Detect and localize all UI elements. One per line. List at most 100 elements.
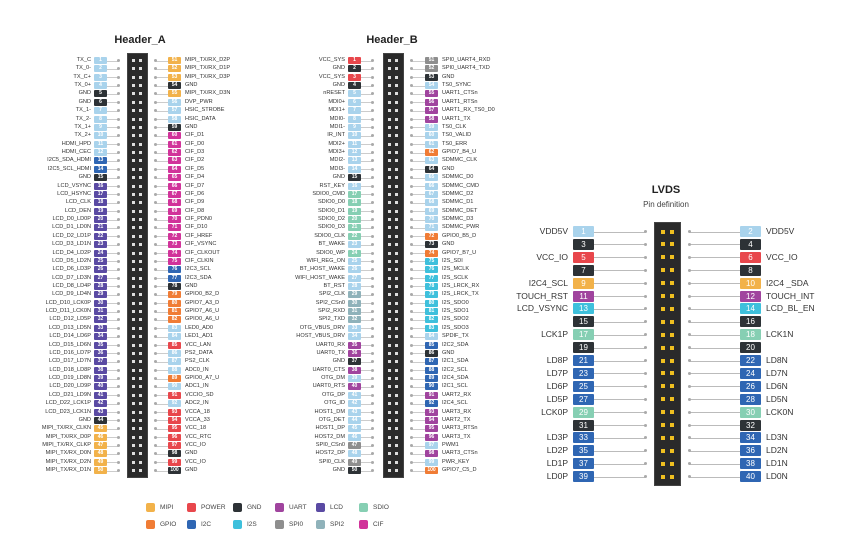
header_b-pin-dot xyxy=(409,142,413,146)
header_a-header-pin xyxy=(138,326,142,330)
header_b-pin-dot xyxy=(409,259,413,263)
header_a-pin-dot xyxy=(116,84,120,88)
header_b-pin-lead xyxy=(411,253,425,254)
header_b-header-pin xyxy=(394,385,398,389)
header_b-header-pin xyxy=(394,109,398,113)
header_b-pin-lead xyxy=(411,169,425,171)
header_a-header-pin xyxy=(132,469,136,473)
header_a-pin-81: 81 xyxy=(168,308,181,316)
lvds-header-pin xyxy=(661,423,665,427)
header_b-pin-lead xyxy=(411,378,425,380)
header_b-pin-7: 7 xyxy=(348,107,361,115)
header_a-pin-lead xyxy=(107,135,118,137)
header_a-pin-31: 31 xyxy=(94,308,107,316)
header_b-pin-45: 45 xyxy=(348,425,361,433)
header_b-pin-label: BT_HOST_WAKE xyxy=(299,266,345,273)
header_a-header-pin xyxy=(132,293,136,297)
header_a-header-pin xyxy=(138,276,142,280)
header_b-header-pin xyxy=(394,251,398,255)
header_b-header-pin xyxy=(394,368,398,372)
header_b-pin-49: 49 xyxy=(348,458,361,466)
header_a-pin-lead xyxy=(155,219,168,221)
header_a-pin-lead xyxy=(155,68,168,70)
header_a-pin-label: GND xyxy=(78,98,91,105)
header_b-pin-dot xyxy=(409,343,413,347)
header_a-pin-dot xyxy=(116,184,120,188)
header_b-pin-lead xyxy=(411,236,425,238)
header_a-pin-lead xyxy=(107,186,118,188)
lvds-pin-label: LD1N xyxy=(766,458,788,469)
lvds-pin-dot xyxy=(643,307,647,311)
header_b-pin-86: 86 xyxy=(425,349,438,357)
header_a-pin-6: 6 xyxy=(94,98,107,106)
header_b-pin-dot xyxy=(409,335,413,339)
header_a-header-pin xyxy=(132,142,136,146)
header_a-pin-dot xyxy=(153,402,157,406)
header_a-pin-label: HDMI_CEC xyxy=(61,149,91,156)
lvds-header-pin xyxy=(661,319,665,324)
header_b-pin-95: 95 xyxy=(425,425,438,433)
header_a-header-pin xyxy=(132,109,136,113)
header_b-pin-29: 29 xyxy=(348,291,361,299)
header_a-pin-94: 94 xyxy=(168,416,181,424)
header_b-pin-label: HOST_VBUS_DRV xyxy=(296,333,345,340)
lvds-pin-lead xyxy=(689,412,740,414)
header_a-pin-lead xyxy=(107,403,118,405)
header_a-pin-label: MIPI_TX/RX_D1P xyxy=(185,65,231,72)
header_a-pin-11: 11 xyxy=(94,140,107,148)
header_a-header-pin xyxy=(132,67,136,71)
header_a-pin-dot xyxy=(153,318,157,322)
header_b-pin-label: SDIO0_D2 xyxy=(317,216,345,223)
header_b-header-pin xyxy=(394,326,398,330)
header_a-header-pin xyxy=(138,435,142,439)
lvds-pin-40: 40 xyxy=(740,471,761,483)
header_b-pin-label: I2C4_SDA xyxy=(442,375,469,382)
header_b-pin-36: 36 xyxy=(348,349,361,357)
header_a-pin-label: HDMI_HPD xyxy=(61,140,91,147)
header-b-title: Header_B xyxy=(366,34,418,46)
header_a-pin-dot xyxy=(153,301,157,305)
header_b-pin-99: 99 xyxy=(425,458,438,466)
header_a-header-pin xyxy=(132,444,136,448)
header_b-pin-label: VCC_SYS xyxy=(318,57,345,63)
header_b-header-pin xyxy=(394,67,398,71)
header_b-pin-lead xyxy=(361,328,372,330)
legend-label: GPIO xyxy=(160,521,177,528)
lvds-pin-dot xyxy=(687,230,691,233)
header_b-header-pin xyxy=(394,192,398,196)
header_b-pin-5: 5 xyxy=(348,90,361,98)
header_a-pin-60: 60 xyxy=(168,132,181,140)
header_b-pin-lead xyxy=(411,428,425,430)
header_b-header-pin xyxy=(388,368,392,372)
lvds-header-pin xyxy=(669,371,674,376)
header_b-pin-lead xyxy=(411,403,425,405)
header_a-pin-label: TX_0+ xyxy=(74,82,91,89)
lvds-pin-lead xyxy=(689,476,740,478)
lvds-pin-dot xyxy=(643,281,647,285)
header_a-pin-label: MIPI_TX/RX_CLKP xyxy=(42,442,91,449)
header_a-pin-label: VCC_RTC xyxy=(185,433,212,440)
lvds-pin-dot xyxy=(643,384,647,388)
header_b-pin-42: 42 xyxy=(348,400,361,408)
header_b-pin-lead xyxy=(361,127,372,129)
header_a-header-pin xyxy=(138,402,142,406)
lvds-pin-label: LCK0P xyxy=(541,406,568,417)
header_b-pin-dot xyxy=(370,435,374,439)
header_a-pin-lead xyxy=(155,353,168,355)
header_a-pin-dot xyxy=(153,460,157,464)
header_b-header-pin xyxy=(388,192,392,196)
header_b-header-pin xyxy=(388,151,392,155)
header_b-pin-71: 71 xyxy=(425,224,438,232)
header_a-pin-dot xyxy=(153,100,157,104)
header_a-pin-label: LCD_VSYNC xyxy=(57,182,91,189)
header_a-pin-lead xyxy=(155,269,168,271)
header_a-pin-70: 70 xyxy=(168,216,181,224)
lvds-pin-lead xyxy=(689,463,740,465)
header_b-pin-lead xyxy=(361,177,372,179)
legend-label: I2C xyxy=(201,521,212,528)
header_b-pin-label: SPI0_CLK xyxy=(318,458,345,465)
header_b-pin-dot xyxy=(370,276,374,280)
lvds-header-pin xyxy=(669,423,674,427)
header_a-pin-label: CIF_CLKOUT xyxy=(185,249,220,256)
header_a-pin-label: MIPI_TX/RX_D3P xyxy=(185,73,231,80)
